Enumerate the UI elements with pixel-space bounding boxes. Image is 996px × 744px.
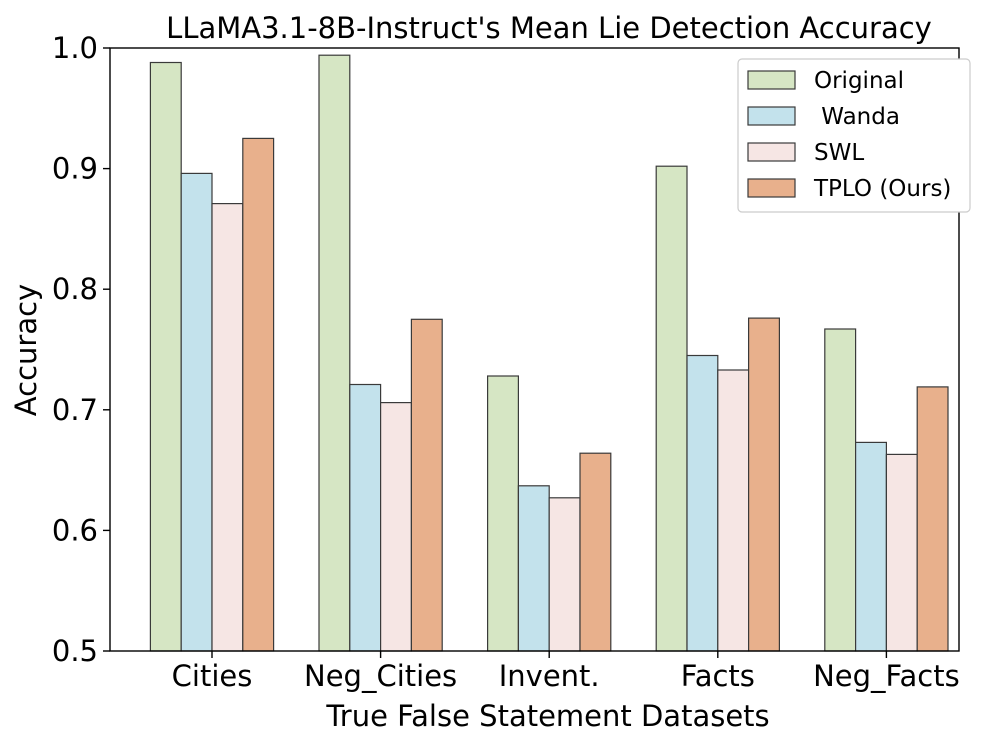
x-tick-label: Facts <box>681 659 755 693</box>
bar-facts-tplo-ours- <box>747 317 780 652</box>
bar-facts-original <box>655 165 688 652</box>
bar-neg-facts-wanda <box>854 441 887 652</box>
legend-label: SWL <box>814 140 864 166</box>
legend-frame <box>737 58 971 213</box>
x-tick-label: Cities <box>172 659 253 693</box>
bar-neg-facts-original <box>824 328 857 652</box>
y-tick-label: 0.5 <box>52 634 98 668</box>
bar-neg-cities-tplo-ours- <box>410 318 443 652</box>
bar-neg-cities-wanda <box>349 383 382 652</box>
x-tick-label: Invent. <box>499 659 600 693</box>
bar-neg-cities-swl <box>380 402 413 652</box>
bar-neg-facts-tplo-ours- <box>916 386 949 652</box>
legend-swatch <box>747 106 796 126</box>
bar-neg-facts-swl <box>885 453 918 652</box>
bar-cities-swl <box>211 203 244 652</box>
y-tick-label: 1.0 <box>52 31 98 65</box>
plot-area-frame <box>109 47 960 652</box>
y-axis-label: Accuracy <box>9 284 43 416</box>
bar-cities-tplo-ours- <box>242 137 275 652</box>
bar-invent--tplo-ours- <box>579 452 612 652</box>
y-tick-label: 0.9 <box>52 152 98 186</box>
x-tick-label: Neg_Facts <box>813 659 960 693</box>
bar-cities-wanda <box>180 172 213 652</box>
y-axis-ticks: 0.5 0.6 0.7 0.8 0.9 1.0 <box>52 31 110 668</box>
x-axis-label: True False Statement Datasets <box>325 699 769 733</box>
bar-invent--swl <box>548 497 581 652</box>
legend: Original Wanda SWL TPLO (Ours) <box>737 58 971 213</box>
legend-swatch <box>747 142 796 162</box>
x-axis-ticks: Cities Neg_Cities Invent. Facts Neg_Facts <box>172 651 960 693</box>
bar-neg-cities-original <box>318 54 351 652</box>
bar-cities-original <box>149 61 182 652</box>
legend-label: Wanda <box>814 104 900 130</box>
bar-invent--wanda <box>517 485 550 652</box>
legend-label: TPLO (Ours) <box>813 176 951 202</box>
legend-swatch <box>747 178 796 198</box>
legend-swatch <box>747 70 796 90</box>
legend-label: Original <box>814 68 904 94</box>
y-tick-label: 0.8 <box>52 272 98 306</box>
chart-title: LLaMA3.1-8B-Instruct's Mean Lie Detectio… <box>166 11 932 45</box>
y-tick-label: 0.6 <box>52 513 98 547</box>
bar-facts-wanda <box>686 354 719 652</box>
bar-invent--original <box>487 375 520 652</box>
bar-facts-swl <box>717 369 750 652</box>
y-tick-label: 0.7 <box>52 393 98 427</box>
bars-group <box>149 54 949 652</box>
x-tick-label: Neg_Cities <box>304 659 457 693</box>
